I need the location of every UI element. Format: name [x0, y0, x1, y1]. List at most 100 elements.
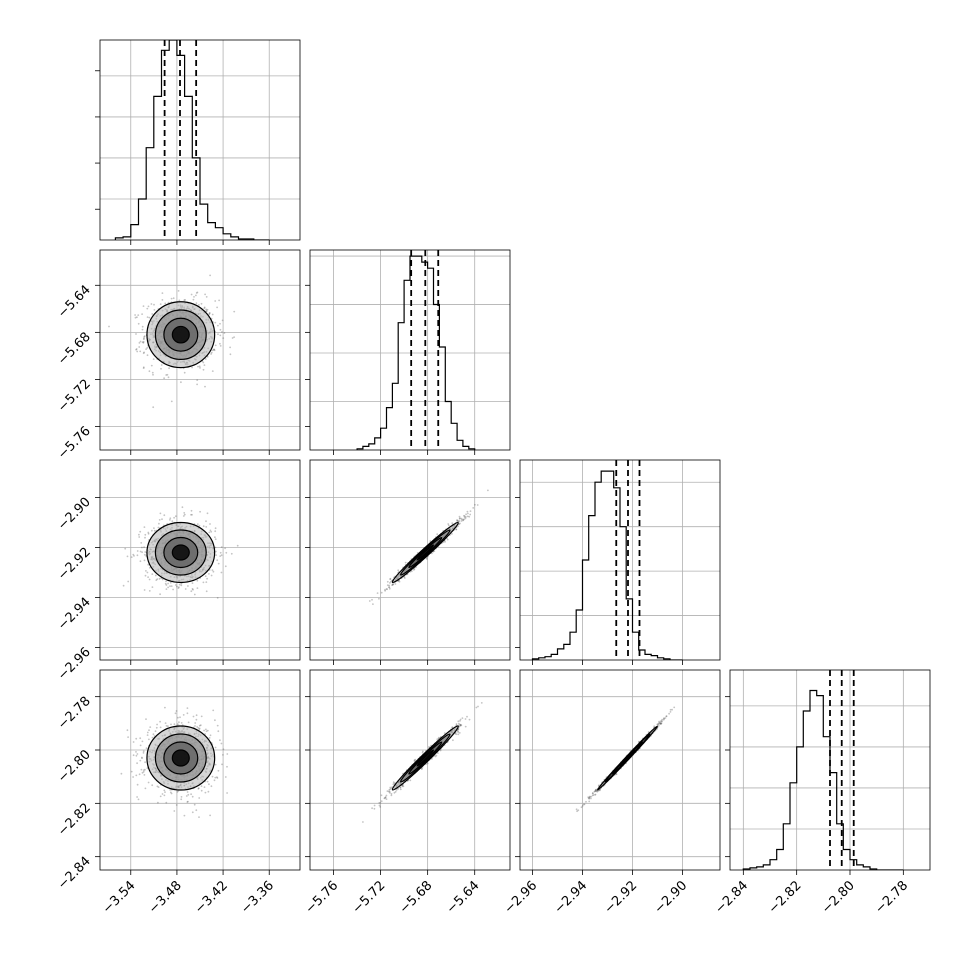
- scatter-point: [167, 582, 170, 585]
- scatter-point: [216, 306, 219, 309]
- scatter-point: [217, 730, 220, 733]
- scatter-point: [219, 342, 221, 345]
- scatter-point: [219, 345, 222, 347]
- scatter-point: [380, 800, 383, 803]
- scatter-point: [226, 765, 228, 768]
- scatter-point: [214, 536, 216, 539]
- scatter-point: [155, 726, 158, 729]
- scatter-point: [214, 546, 217, 549]
- scatter-point: [161, 292, 164, 294]
- scatter-point: [214, 763, 217, 766]
- x-tick-label: −3.42: [192, 878, 231, 917]
- scatter-point: [184, 299, 187, 301]
- density-level: [417, 749, 434, 767]
- scatter-point: [205, 728, 207, 731]
- scatter-point: [164, 791, 166, 793]
- scatter-point: [163, 514, 166, 517]
- scatter-point: [206, 577, 209, 580]
- scatter-point: [456, 519, 458, 522]
- scatter-point: [142, 340, 145, 343]
- scatter-point: [202, 361, 205, 364]
- scatter-point: [198, 728, 201, 730]
- scatter-point: [214, 321, 217, 324]
- scatter-point: [199, 724, 202, 726]
- scatter-point: [170, 400, 173, 403]
- scatter-point: [164, 722, 167, 724]
- scatter-point: [213, 348, 216, 351]
- scatter-point: [383, 797, 386, 800]
- scatter-point: [463, 515, 466, 518]
- scatter-point: [159, 303, 162, 305]
- scatter-point: [144, 768, 146, 771]
- scatter-point: [380, 591, 383, 594]
- scatter-point: [199, 367, 201, 369]
- scatter-point: [216, 776, 218, 778]
- scatter-point: [182, 515, 185, 517]
- scatter-point: [459, 724, 462, 726]
- scatter-point: [425, 558, 428, 560]
- scatter-point: [139, 340, 142, 343]
- x-tick-label: −5.72: [350, 878, 389, 917]
- histogram-panel-1: [305, 249, 511, 455]
- scatter-point: [457, 520, 460, 523]
- scatter-point: [215, 550, 217, 553]
- scatter-point: [386, 584, 389, 587]
- scatter-point: [152, 358, 155, 360]
- y-tick-label: −2.80: [55, 747, 94, 786]
- scatter-point: [437, 752, 439, 754]
- scatter-point: [142, 367, 145, 369]
- grid-lines: [520, 670, 720, 870]
- y-tick-label: −5.76: [55, 424, 94, 463]
- contour-line: [416, 544, 435, 561]
- panel-body: [310, 670, 510, 870]
- scatter-point: [202, 368, 205, 371]
- scatter-point: [384, 589, 386, 592]
- scatter-point: [141, 551, 144, 554]
- scatter-point: [187, 721, 190, 724]
- scatter-point: [585, 800, 587, 803]
- scatter-point: [191, 582, 194, 584]
- scatter-point: [455, 528, 458, 531]
- scatter-point: [214, 538, 217, 541]
- scatter-point: [222, 748, 225, 751]
- contour-line: [154, 529, 207, 576]
- scatter-point: [144, 761, 147, 764]
- scatter-point: [126, 729, 129, 732]
- scatter-point: [145, 570, 147, 572]
- scatter-point: [164, 582, 167, 585]
- scatter-point: [156, 723, 159, 726]
- scatter-point: [195, 714, 198, 717]
- scatter-point: [429, 540, 432, 542]
- scatter-point: [149, 566, 151, 569]
- scatter-point: [210, 353, 213, 355]
- scatter-point: [142, 769, 145, 771]
- scatter-point: [389, 577, 392, 580]
- scatter-point: [455, 733, 458, 736]
- y-tick-label: −2.92: [55, 545, 94, 584]
- scatter-point: [388, 790, 391, 793]
- scatter-point: [179, 716, 181, 719]
- scatter-point: [371, 598, 373, 601]
- scatter-point: [176, 585, 178, 588]
- scatter-point: [153, 309, 156, 311]
- scatter-point: [160, 364, 163, 366]
- scatter-point: [147, 532, 150, 535]
- scatter-point: [141, 325, 144, 328]
- scatter-point: [177, 290, 180, 292]
- scatter-point: [120, 772, 123, 775]
- scatter-point: [214, 527, 217, 530]
- scatter-point: [186, 791, 189, 793]
- contour-line: [163, 741, 199, 775]
- scatter-point: [173, 810, 176, 812]
- scatter-point: [207, 790, 210, 793]
- scatter-point: [197, 787, 200, 790]
- scatter-point: [150, 303, 153, 305]
- scatter-point: [460, 520, 463, 522]
- scatter-point: [475, 706, 478, 709]
- scatter-point: [108, 325, 110, 328]
- grid-lines: [310, 250, 510, 450]
- scatter-point: [197, 727, 200, 729]
- scatter-point: [451, 726, 454, 729]
- scatter-point: [233, 310, 236, 313]
